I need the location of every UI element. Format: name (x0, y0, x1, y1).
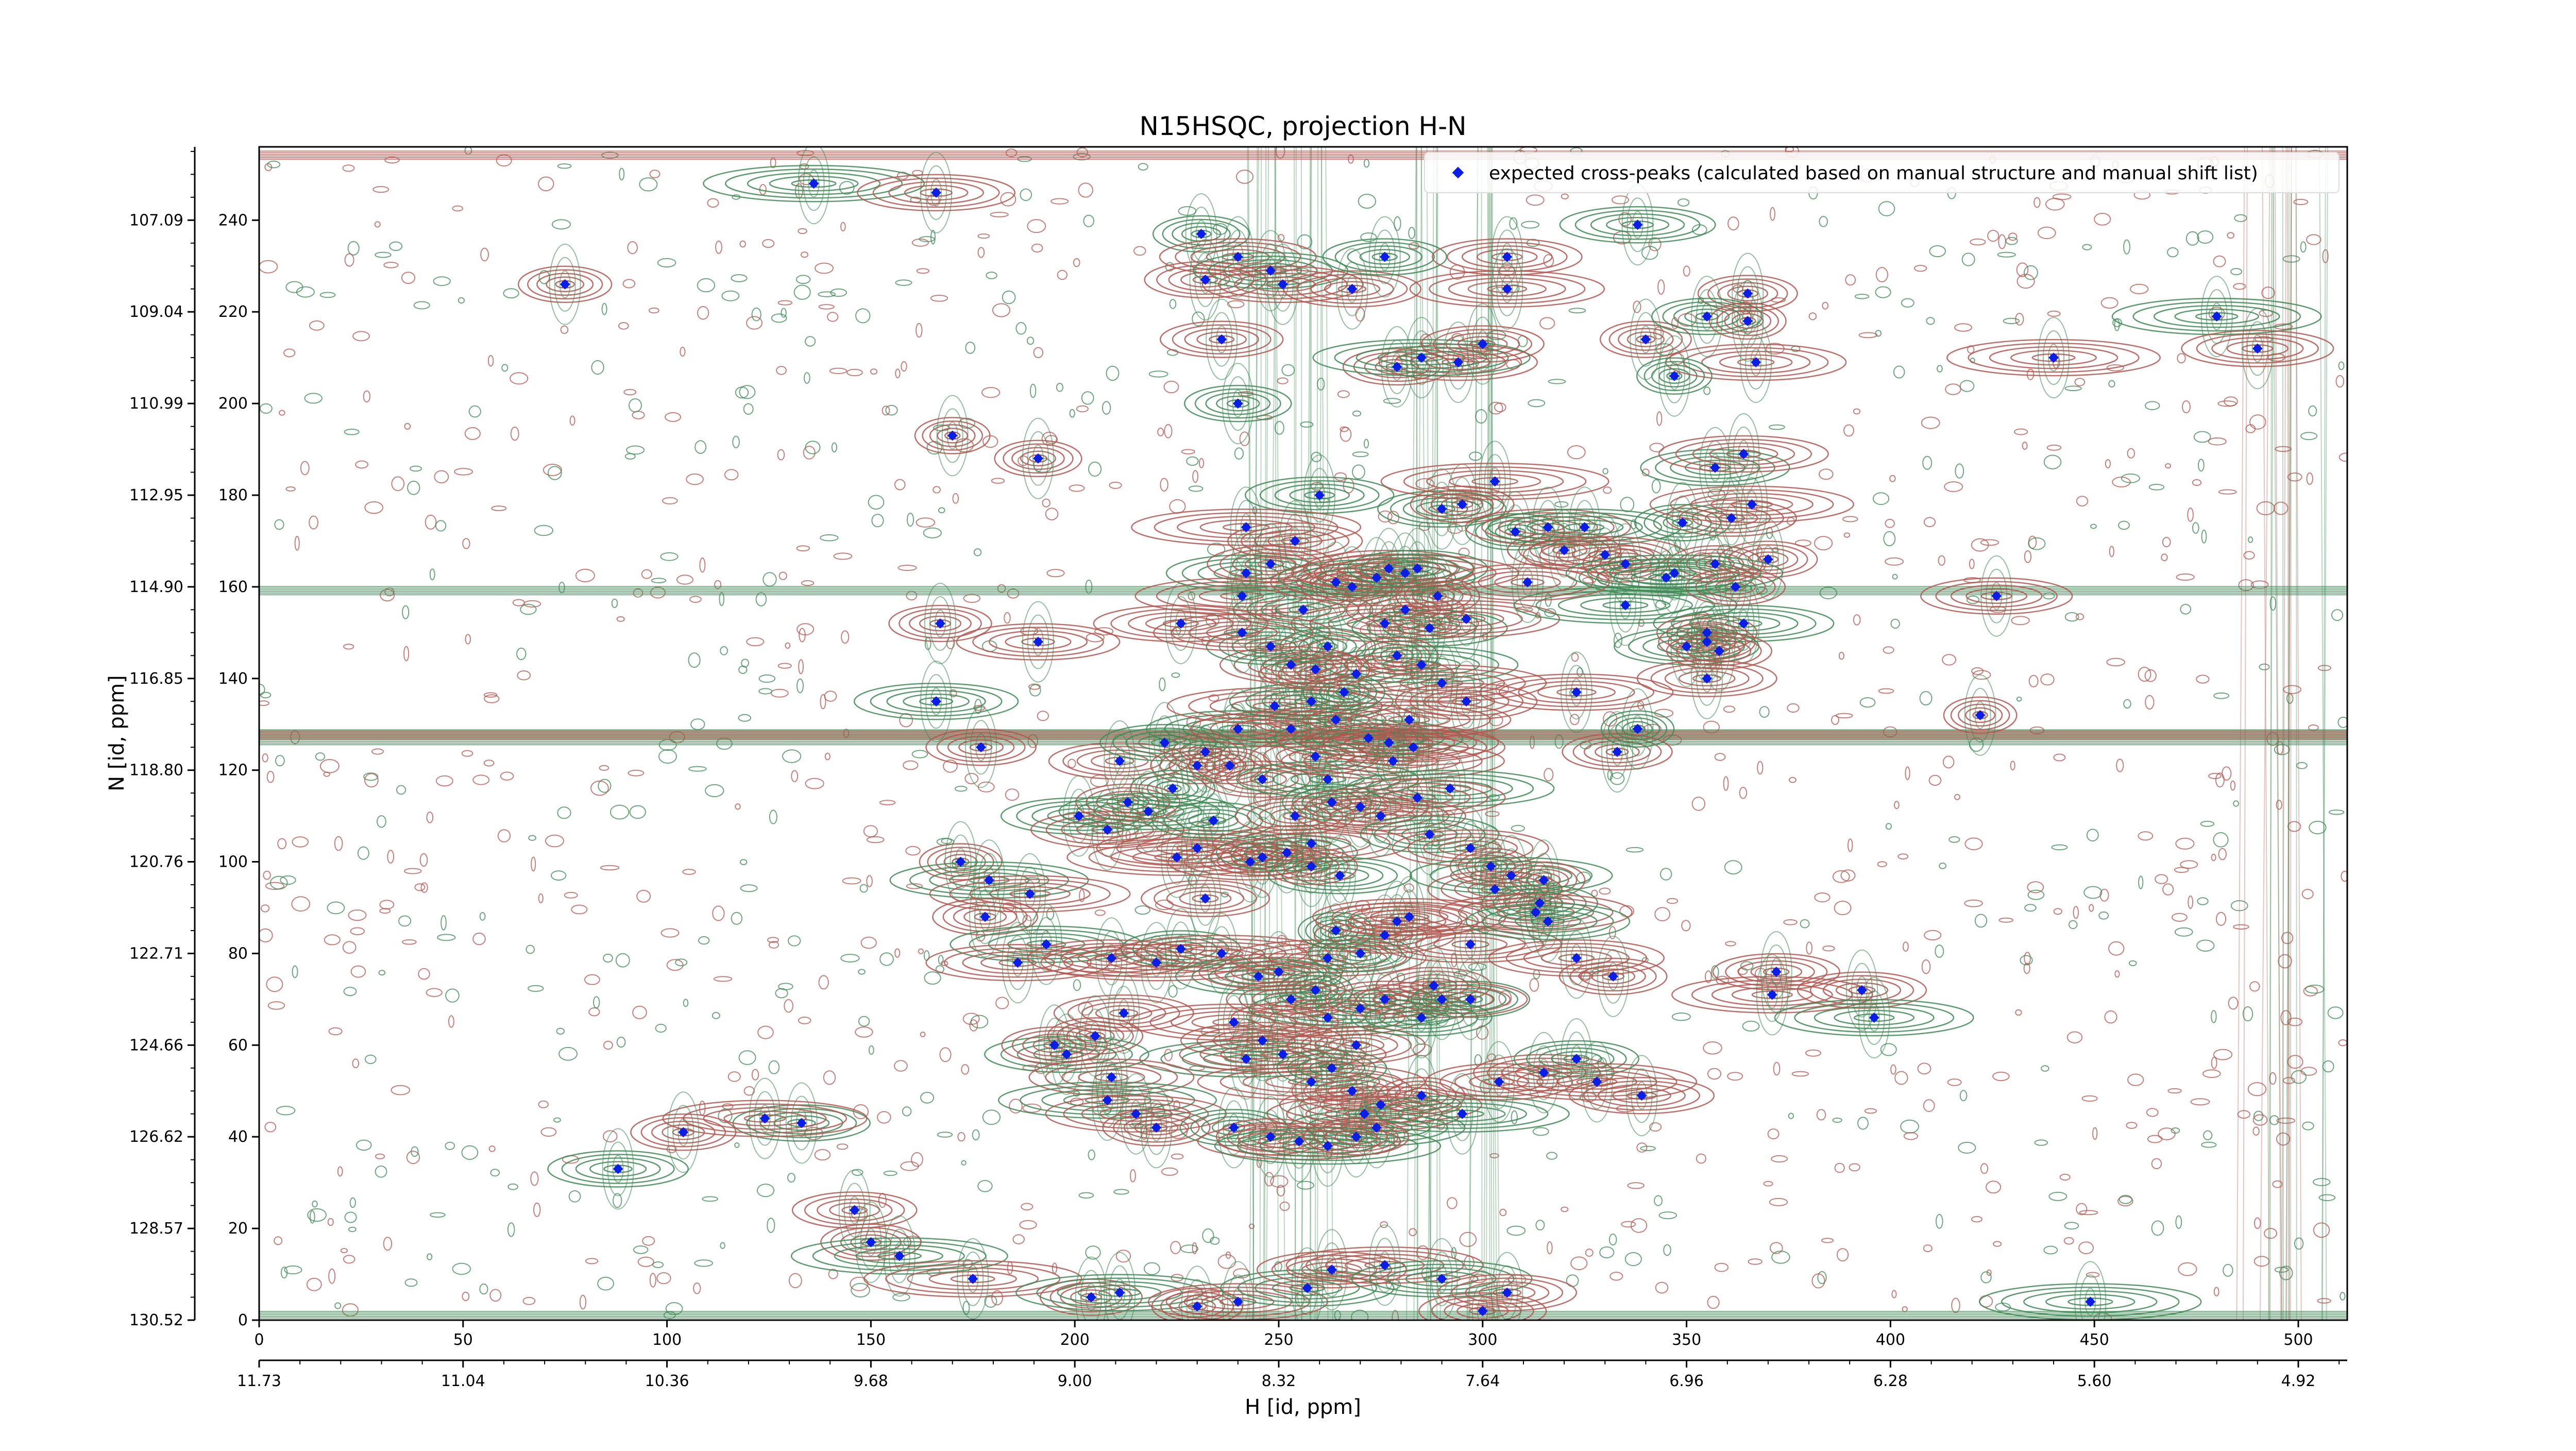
x-ppm-tick-label: 11.04 (441, 1372, 485, 1390)
x-ppm-tick-label: 5.60 (2077, 1372, 2112, 1390)
x-ppm-tick-label: 8.32 (1262, 1372, 1296, 1390)
x-index-tick-label: 50 (453, 1331, 473, 1349)
y-index-tick-label: 60 (228, 1036, 248, 1054)
x-index-tick-label: 100 (652, 1331, 682, 1349)
x-axis-ticks: 0 11.73 50 11.04 100 10.36 150 9.68 200 9.00 250 8.… (237, 1320, 2339, 1390)
x-index-tick-label: 350 (1672, 1331, 1701, 1349)
x-ppm-tick-label: 6.28 (1873, 1372, 1908, 1390)
x-index-tick-label: 400 (1876, 1331, 1905, 1349)
x-index-tick-label: 150 (856, 1331, 886, 1349)
y-ppm-tick-label: 116.85 (129, 670, 183, 688)
y-index-tick-label: 220 (218, 303, 248, 321)
y-index-tick-label: 40 (228, 1128, 248, 1146)
y-ppm-tick-label: 110.99 (129, 395, 183, 413)
y-index-tick-label: 240 (218, 211, 248, 229)
y-ppm-tick-label: 128.57 (129, 1220, 183, 1238)
y-ppm-tick-label: 122.71 (129, 944, 183, 963)
y-ppm-tick-label: 126.62 (129, 1128, 183, 1146)
x-ppm-tick-label: 6.96 (1669, 1372, 1704, 1390)
x-index-tick-label: 250 (1264, 1331, 1293, 1349)
y-index-tick-label: 0 (238, 1311, 248, 1329)
x-index-tick-label: 450 (2080, 1331, 2109, 1349)
y-ppm-tick-label: 124.66 (129, 1036, 183, 1054)
x-ppm-tick-label: 4.92 (2281, 1372, 2316, 1390)
y-ppm-tick-label: 109.04 (129, 303, 183, 321)
y-index-tick-label: 160 (218, 578, 248, 596)
y-ppm-tick-label: 130.52 (129, 1311, 183, 1329)
y-index-tick-label: 20 (228, 1220, 248, 1238)
y-index-tick-label: 80 (228, 944, 248, 963)
y-index-tick-label: 100 (218, 853, 248, 871)
y-axis-label: N [id, ppm] (105, 675, 129, 791)
legend: expected cross-peaks (calculated based o… (1425, 153, 2339, 193)
x-ppm-tick-label: 9.68 (854, 1372, 888, 1390)
x-axis-label: H [id, ppm] (1245, 1395, 1361, 1419)
x-ppm-tick-label: 10.36 (645, 1372, 689, 1390)
x-index-tick-label: 500 (2283, 1331, 2313, 1349)
x-ppm-tick-label: 11.73 (237, 1372, 281, 1390)
x-ppm-tick-label: 7.64 (1465, 1372, 1500, 1390)
y-ppm-tick-label: 118.80 (129, 762, 183, 780)
legend-label: expected cross-peaks (calculated based o… (1489, 163, 2258, 184)
y-index-tick-label: 120 (218, 762, 248, 780)
y-index-tick-label: 140 (218, 670, 248, 688)
y-ppm-tick-label: 120.76 (129, 853, 183, 871)
y-index-tick-label: 200 (218, 395, 248, 413)
x-index-tick-label: 200 (1060, 1331, 1090, 1349)
plot-area (255, 143, 2352, 1351)
x-index-tick-label: 0 (254, 1331, 264, 1349)
y-index-tick-label: 180 (218, 486, 248, 504)
chart-title: N15HSQC, projection H-N (1139, 111, 1466, 141)
y-ppm-tick-label: 114.90 (129, 578, 183, 596)
x-index-tick-label: 300 (1468, 1331, 1497, 1349)
y-ppm-tick-label: 112.95 (129, 486, 183, 504)
x-ppm-tick-label: 9.00 (1058, 1372, 1092, 1390)
y-ppm-tick-label: 107.09 (129, 211, 183, 229)
